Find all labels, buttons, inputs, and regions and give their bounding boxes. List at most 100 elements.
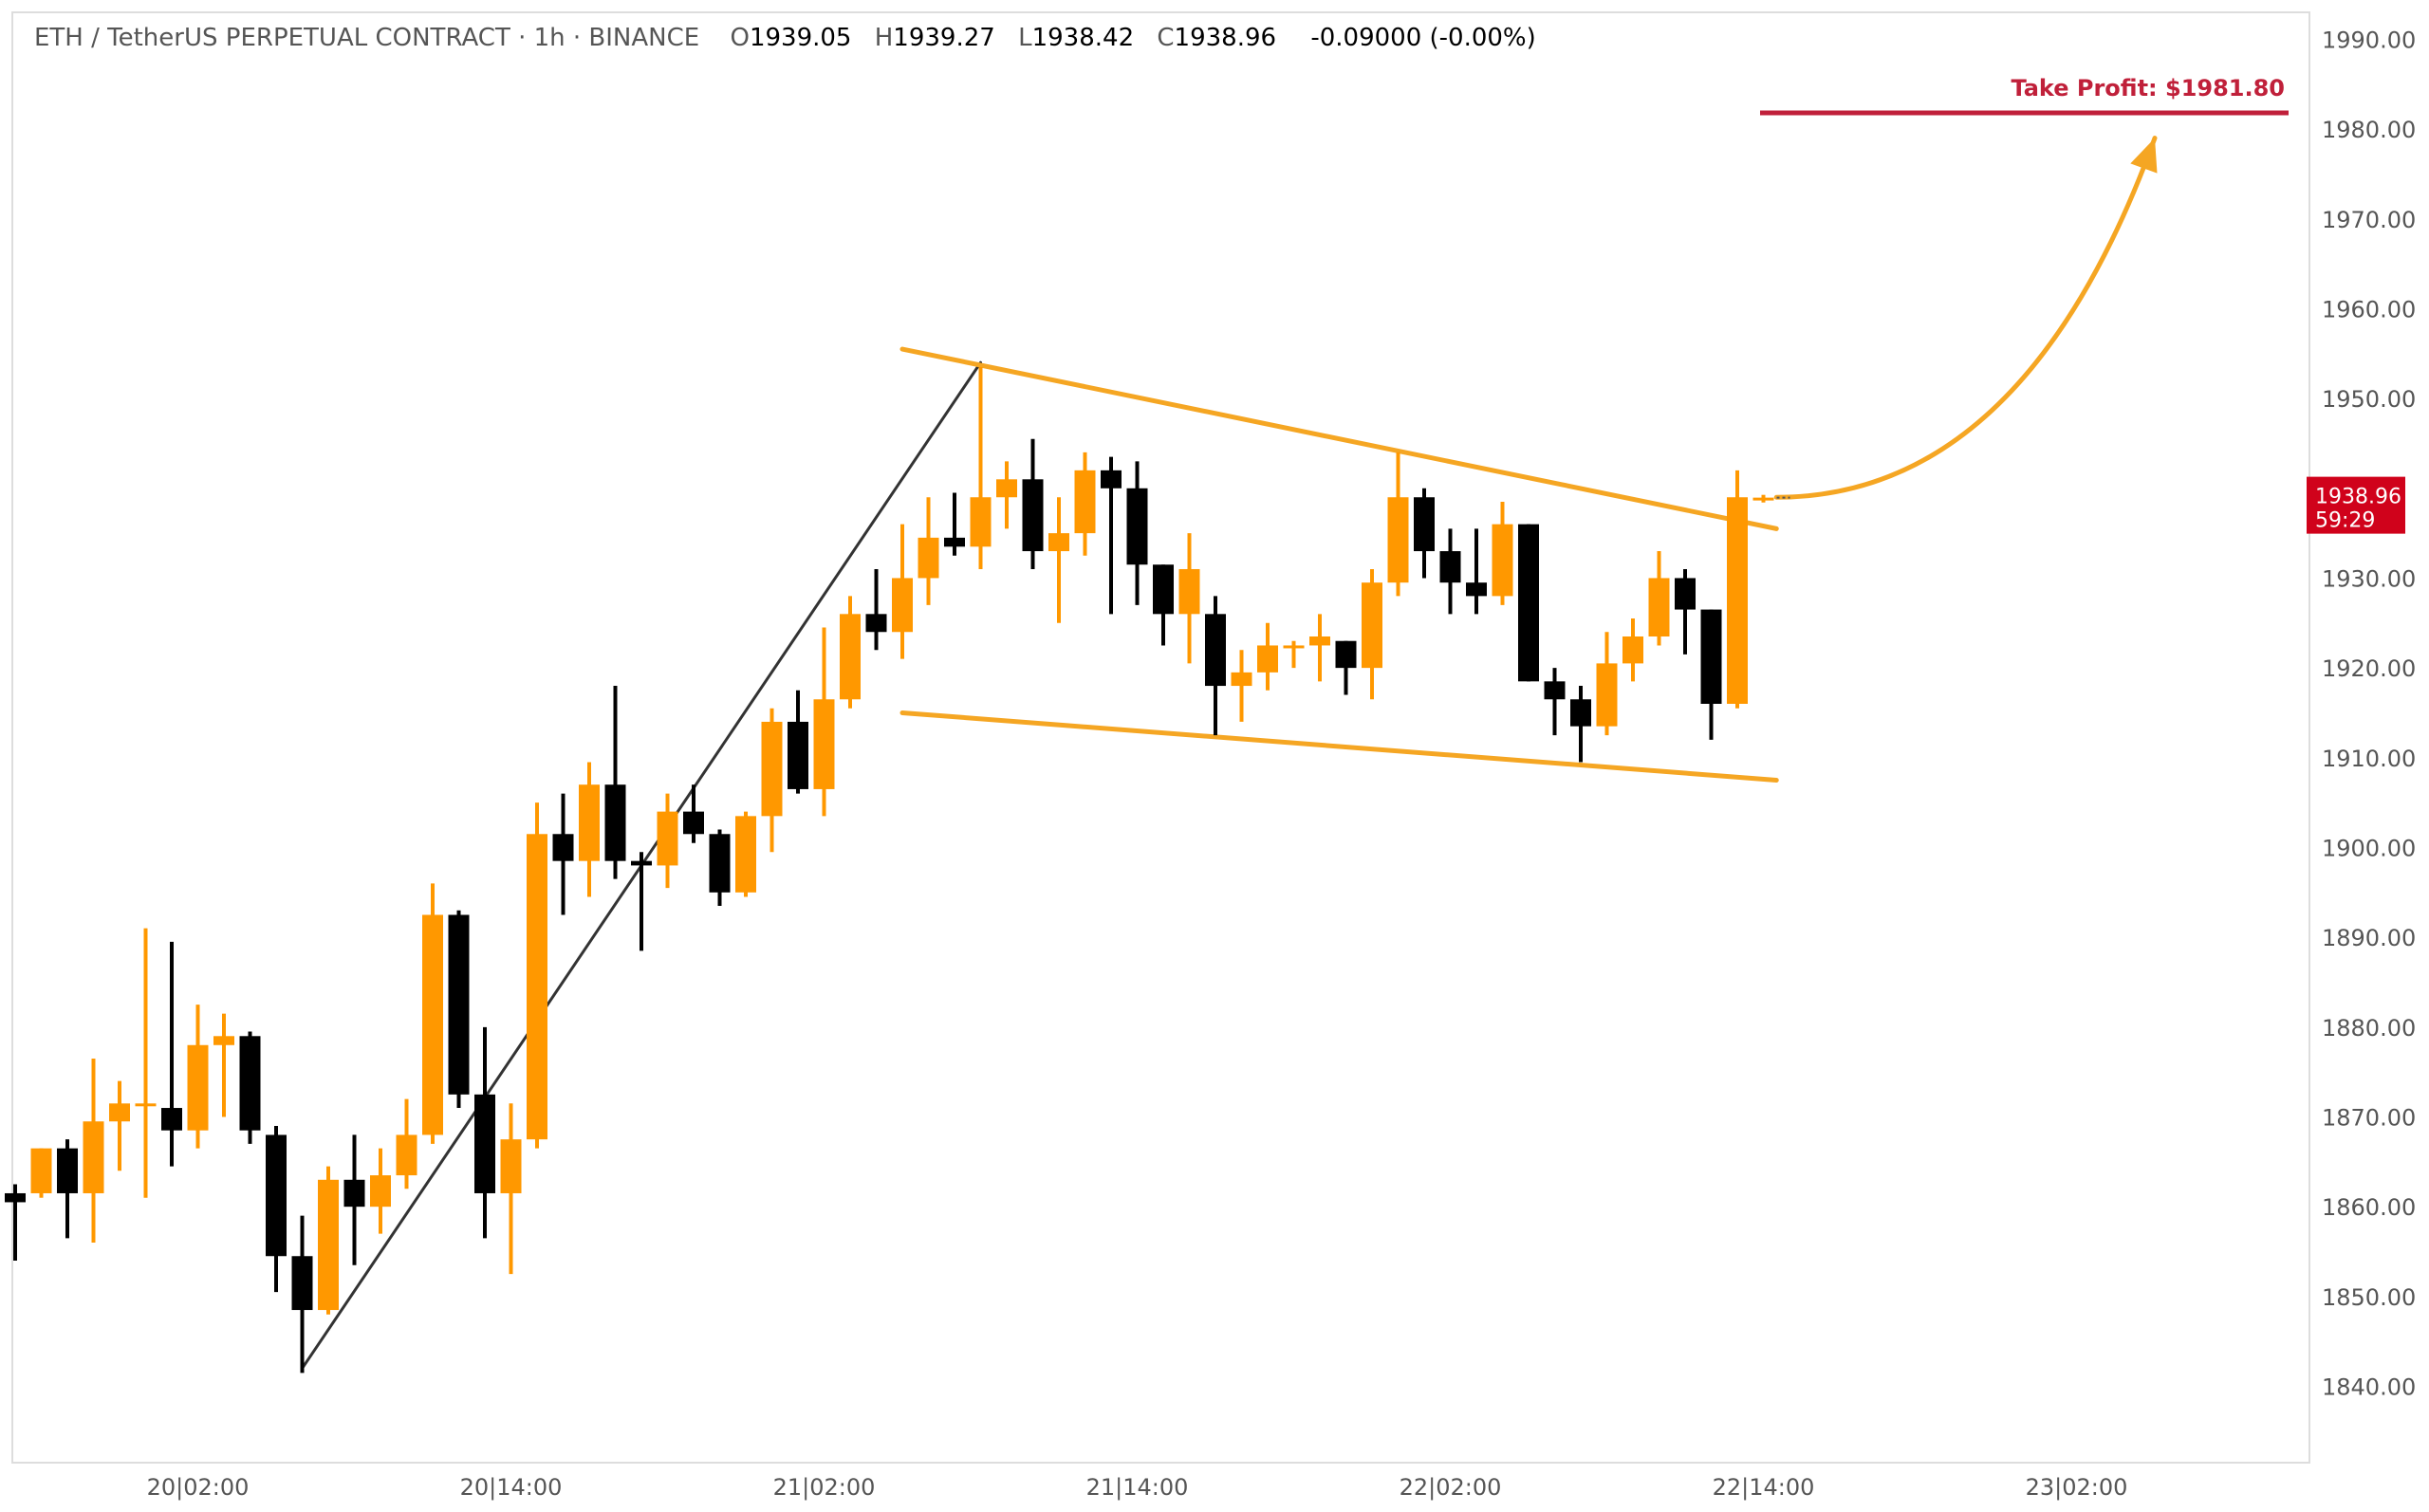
candle-body [1178, 568, 1200, 615]
candle-body [1387, 497, 1409, 583]
plot-frame [11, 11, 2310, 1464]
candle-body [1752, 497, 1774, 501]
candle-body [1439, 551, 1461, 583]
candle [370, 1148, 391, 1234]
candle-body [657, 811, 678, 866]
candle-body [1414, 497, 1435, 552]
y-tick-label: 1840.00 [2322, 1374, 2416, 1401]
candle-body [291, 1256, 313, 1311]
candle [135, 928, 157, 1198]
candle-body [735, 816, 756, 893]
candle-body [788, 721, 808, 789]
candle-body [1622, 636, 1643, 664]
candles [5, 366, 1774, 1374]
header-close-value: 1938.96 [1175, 24, 1277, 52]
y-tick-label: 1930.00 [2322, 565, 2416, 592]
candle-body [1309, 636, 1330, 646]
candle-body [865, 614, 887, 633]
candle-body [683, 811, 704, 835]
candle-body [1335, 640, 1357, 669]
candle [1205, 596, 1226, 736]
candle [1387, 452, 1409, 597]
candle-body [1126, 488, 1148, 565]
price-tag-box [2307, 476, 2405, 534]
candle [735, 811, 756, 897]
y-tick-label: 1970.00 [2322, 207, 2416, 233]
x-tick-label: 20|14:00 [460, 1474, 563, 1501]
candle [1700, 609, 1722, 740]
candle [1648, 551, 1670, 646]
candle [1675, 568, 1696, 655]
x-tick-label: 21|14:00 [1086, 1474, 1189, 1501]
chart-header: ETH / TetherUS PERPETUAL CONTRACT · 1h ·… [34, 24, 1536, 52]
candle [448, 910, 470, 1109]
header-low-label: L [1018, 24, 1032, 52]
candle-body [1362, 582, 1382, 669]
x-tick-label: 21|02:00 [773, 1474, 876, 1501]
candle-body [474, 1094, 495, 1193]
candle-body [813, 699, 835, 789]
x-tick-label: 22|14:00 [1713, 1474, 1815, 1501]
candle-body [1518, 524, 1539, 682]
header-close-label: C [1157, 24, 1174, 52]
candle-body [1022, 479, 1044, 552]
candle [318, 1166, 339, 1315]
take-profit-layer: Take Profit: $1981.80 [1760, 75, 2289, 116]
candle-body [422, 914, 443, 1135]
candle-body [1257, 645, 1278, 673]
candle [996, 461, 1017, 529]
candle [1752, 494, 1774, 503]
candle [709, 829, 731, 907]
y-tick-label: 1900.00 [2322, 835, 2416, 861]
candle [840, 596, 861, 709]
y-tick-label: 1880.00 [2322, 1015, 2416, 1042]
candle [291, 1215, 313, 1374]
candle [1074, 452, 1096, 556]
candle [944, 492, 965, 556]
candle-body [161, 1108, 182, 1131]
candle [1335, 640, 1357, 695]
y-tick-label: 1890.00 [2322, 925, 2416, 951]
candle [1231, 650, 1252, 722]
candle-body [5, 1192, 26, 1203]
candle-body [1544, 681, 1566, 700]
header-symbol: ETH / TetherUS PERPETUAL CONTRACT · 1h ·… [34, 24, 699, 52]
candle-body [57, 1148, 78, 1193]
candle [1622, 618, 1643, 682]
candle [422, 883, 443, 1144]
candle [1101, 456, 1122, 615]
y-tick-label: 1910.00 [2322, 746, 2416, 772]
candle-body [1466, 582, 1487, 597]
candle [1570, 686, 1591, 763]
candle-body [318, 1179, 339, 1311]
candle-body [1205, 614, 1226, 687]
y-tick-label: 1920.00 [2322, 655, 2416, 682]
candle-body [552, 834, 574, 861]
candle-body [579, 784, 600, 861]
candle [892, 524, 913, 659]
candle [813, 627, 835, 817]
candle [579, 762, 600, 897]
candle [1309, 614, 1330, 682]
candle [604, 686, 626, 879]
candle [343, 1134, 365, 1265]
candle [918, 497, 939, 605]
candle-body [996, 479, 1017, 498]
candle-body [1101, 470, 1122, 489]
candle [1518, 524, 1539, 682]
candle-body [944, 537, 965, 547]
arrow-head [2130, 138, 2158, 174]
candle-body [761, 721, 783, 817]
candle-body [1727, 497, 1748, 704]
candle-body [1283, 645, 1305, 649]
candle-body [500, 1139, 522, 1193]
candle-body [239, 1036, 261, 1131]
candle [396, 1098, 417, 1189]
candle-body [187, 1044, 209, 1131]
candle [109, 1080, 130, 1171]
y-tick-label: 1850.00 [2322, 1284, 2416, 1311]
candle [500, 1103, 522, 1275]
x-tick-label: 23|02:00 [2026, 1474, 2128, 1501]
candle-body [266, 1134, 287, 1257]
